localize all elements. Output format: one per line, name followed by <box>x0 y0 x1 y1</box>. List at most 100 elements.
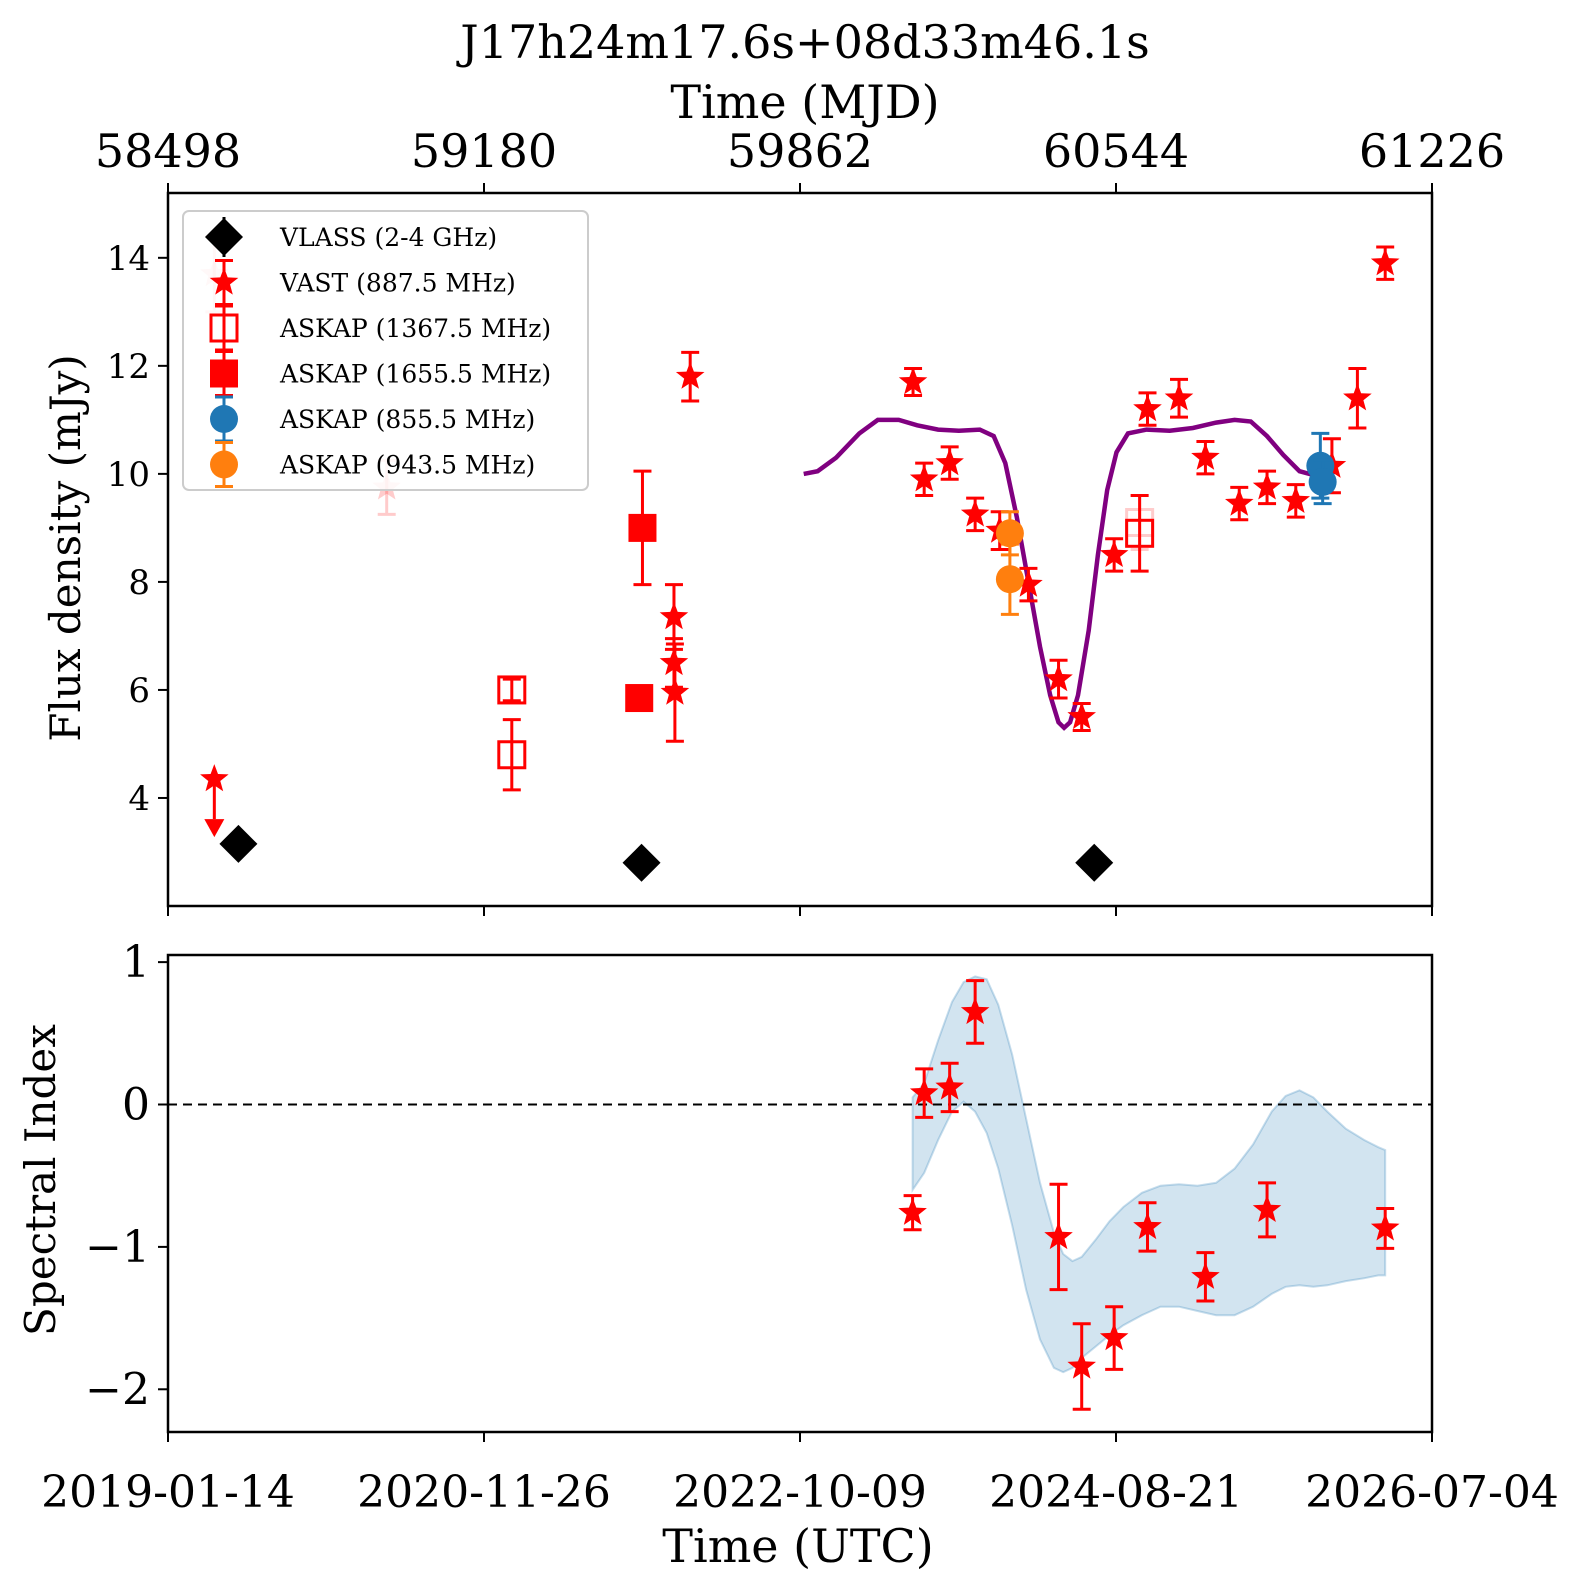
star-marker <box>675 361 705 389</box>
legend-entry: VLASS (2-4 GHz) <box>205 217 497 257</box>
x-tick-label: 2022-10-09 <box>673 1467 927 1518</box>
y-tick-label: 6 <box>128 671 150 711</box>
star-marker <box>1252 1194 1282 1222</box>
star-marker <box>898 1197 927 1225</box>
star-marker <box>909 1078 939 1106</box>
star-marker <box>1164 383 1194 411</box>
spectral-index-axis-label: Spectral Index <box>16 1024 65 1336</box>
open-square-marker <box>1125 518 1155 548</box>
star-marker <box>1099 539 1129 567</box>
error-bar <box>1130 493 1149 573</box>
top-x-tick-label: 61226 <box>1359 124 1505 178</box>
star-marker <box>660 677 690 705</box>
bottom-axis-label: Time (UTC) <box>662 1519 933 1573</box>
legend-label: VLASS (2-4 GHz) <box>279 223 497 252</box>
star-marker <box>1225 488 1254 516</box>
star-marker <box>1191 442 1220 470</box>
circle-marker <box>210 450 238 479</box>
star-marker <box>1067 1351 1096 1379</box>
y-tick-label: −1 <box>85 1222 150 1273</box>
legend: VLASS (2-4 GHz) VAST (887.5 MHz) ASKAP (13… <box>182 210 589 491</box>
light-curve-axes: 4 6 8 10 12 14 <box>107 183 1434 916</box>
x-tick-label: 2024-08-21 <box>989 1467 1243 1518</box>
open-square-marker <box>497 675 527 705</box>
star-marker <box>898 367 928 395</box>
spectral-index-band <box>911 975 1387 1374</box>
star-marker <box>1252 472 1282 500</box>
legend-label: ASKAP (855.5 MHz) <box>279 405 535 434</box>
star-marker <box>1044 664 1073 692</box>
y-tick-label: 0 <box>122 1080 150 1131</box>
filled-square-marker <box>210 359 238 388</box>
filled-square-marker <box>628 513 657 542</box>
diamond-marker <box>219 824 258 863</box>
star-marker <box>960 997 990 1025</box>
open-square-marker <box>497 740 527 770</box>
star-marker <box>909 464 939 492</box>
x-tick-label: 2020-11-26 <box>357 1467 611 1518</box>
error-bar <box>502 718 521 792</box>
star-marker <box>935 448 964 476</box>
top-x-tick-label: 59862 <box>727 124 873 178</box>
star-marker <box>200 764 229 792</box>
top-axis-tick-labels: 58498 59180 59862 60544 61226 <box>95 124 1505 178</box>
top-axis-label: Time (MJD) <box>670 75 939 129</box>
y-tick-label: 8 <box>128 563 150 603</box>
diamond-marker <box>1075 843 1114 882</box>
legend-label: ASKAP (1367.5 MHz) <box>279 314 551 343</box>
star-marker <box>1067 701 1096 730</box>
spectral-index-points <box>898 979 1400 1411</box>
flux-density-axis-label: Flux density (mJy) <box>41 354 90 742</box>
legend-label: VAST (887.5 MHz) <box>279 269 516 298</box>
x-tick-label: 2026-07-04 <box>1305 1467 1559 1518</box>
y-tick-label: 12 <box>107 347 150 387</box>
circle-marker <box>1308 467 1337 496</box>
circle-marker <box>210 405 238 433</box>
y-tick-label: 14 <box>107 239 150 279</box>
star-marker <box>659 602 689 630</box>
error-bar <box>502 677 521 703</box>
star-marker <box>1133 394 1162 422</box>
diamond-marker <box>205 218 243 256</box>
star-marker <box>935 1072 964 1100</box>
star-marker <box>1014 569 1043 597</box>
star-marker <box>209 267 239 295</box>
bottom-axis-tick-labels: 2019-01-14 2020-11-26 2022-10-09 2024-08-21… <box>41 1467 1559 1518</box>
legend-label: ASKAP (1655.5 MHz) <box>279 360 551 389</box>
legend-entry: ASKAP (855.5 MHz) <box>210 395 535 443</box>
filled-square-marker <box>625 684 654 713</box>
x-tick-label: 2019-01-14 <box>41 1467 295 1518</box>
upper-limit-arrow <box>204 779 225 838</box>
spectral-index-panel: 1 0 −1 −2 Spectral Index <box>16 937 1434 1442</box>
legend-frame <box>182 210 589 491</box>
top-x-tick-label: 58498 <box>95 124 241 178</box>
diamond-marker <box>622 843 661 882</box>
y-tick-label: −2 <box>85 1364 150 1415</box>
legend-label: ASKAP (943.5 MHz) <box>279 451 535 480</box>
model-curve <box>803 417 1338 731</box>
star-marker <box>1343 383 1372 411</box>
legend-entry: ASKAP (943.5 MHz) <box>210 441 535 488</box>
star-marker <box>1370 1213 1400 1241</box>
open-square-marker <box>209 313 239 343</box>
star-marker <box>960 499 990 527</box>
star-marker <box>1370 248 1400 276</box>
legend-entry: ASKAP (1655.5 MHz) <box>210 350 551 397</box>
y-tick-label: 10 <box>107 455 150 495</box>
star-marker <box>1191 1261 1220 1289</box>
light-curve-panel: 4 6 8 10 12 14 Flux density (mJy) VLASS (2-4 … <box>41 183 1434 916</box>
upper-limit-head <box>204 819 225 838</box>
circle-marker <box>995 565 1024 594</box>
top-x-tick-label: 60544 <box>1043 124 1189 178</box>
y-tick-label: 4 <box>128 779 150 819</box>
y-tick-label: 1 <box>122 937 150 988</box>
star-marker <box>1281 485 1310 513</box>
star-marker <box>1133 1212 1162 1240</box>
figure-title: J17h24m17.6s+08d33m46.1s <box>456 15 1149 69</box>
top-x-tick-label: 59180 <box>411 124 557 178</box>
star-marker <box>1044 1221 1073 1250</box>
spectral-index-axes: 1 0 −1 −2 <box>85 937 1434 1442</box>
circle-marker <box>995 519 1024 548</box>
star-marker <box>1099 1323 1129 1351</box>
